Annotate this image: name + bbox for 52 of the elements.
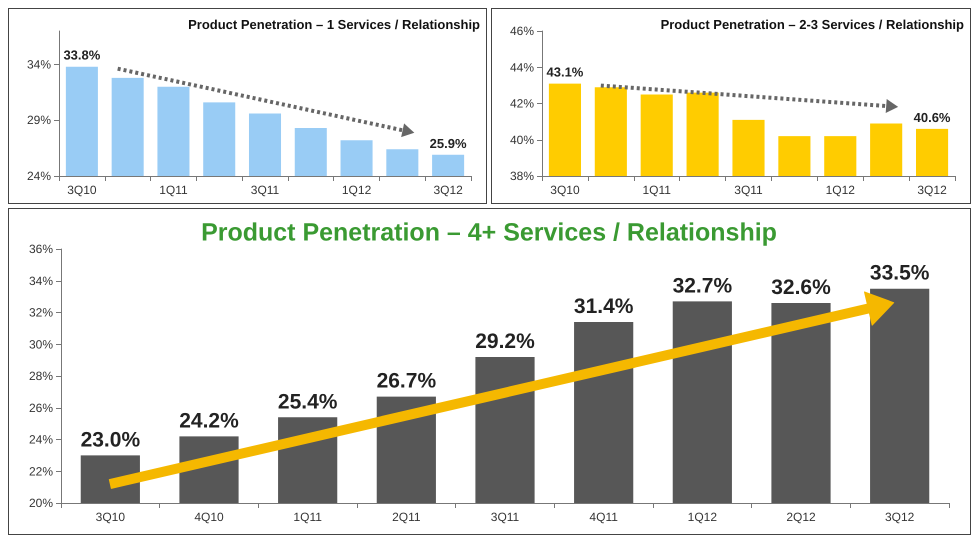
y-tick-label: 38% <box>510 169 534 183</box>
y-tick-label: 24% <box>26 169 52 183</box>
y-tick-label: 42% <box>510 96 534 110</box>
chart-title: Product Penetration – 2-3 Services / Relationship <box>660 17 964 32</box>
x-tick-label: 1Q12 <box>826 183 856 197</box>
x-tick-label: 3Q10 <box>67 183 97 197</box>
y-tick-label: 26% <box>28 400 54 415</box>
x-tick-label: 1Q12 <box>688 510 718 524</box>
x-tick-label: 2Q12 <box>786 510 816 524</box>
x-tick-label: 3Q11 <box>734 183 764 197</box>
x-tick-label: 1Q11 <box>293 510 322 524</box>
x-tick-label: 3Q12 <box>433 183 464 197</box>
data-label: 33.5% <box>870 262 930 285</box>
data-label: 32.7% <box>672 274 732 298</box>
data-label: 32.6% <box>771 276 832 299</box>
x-tick-label: 3Q12 <box>884 510 915 524</box>
data-label: 25.9% <box>430 136 467 151</box>
x-tick-label: 4Q11 <box>589 510 618 524</box>
y-tick-label: 32% <box>28 306 54 320</box>
data-label: 33.8% <box>63 48 101 63</box>
x-tick-label: 2Q11 <box>392 510 421 524</box>
x-tick-label: 3Q12 <box>917 183 948 197</box>
x-tick-label: 3Q10 <box>550 183 580 197</box>
data-label: 26.7% <box>376 370 436 393</box>
data-label: 31.4% <box>574 295 634 318</box>
chart-title: Product Penetration – 1 Services / Relationship <box>188 17 480 32</box>
y-tick-label: 44% <box>510 60 534 74</box>
y-tick-label: 34% <box>26 57 52 72</box>
data-label: 29.2% <box>475 330 536 353</box>
data-label: 24.2% <box>179 409 240 432</box>
y-tick-label: 22% <box>28 464 54 478</box>
chart-title: Product Penetration – 4+ Services / Relationship <box>201 218 777 246</box>
data-label: 43.1% <box>546 64 584 80</box>
y-tick-label: 40% <box>510 132 534 147</box>
y-tick-label: 46% <box>510 24 534 38</box>
y-tick-label: 30% <box>28 337 54 352</box>
y-tick-label: 20% <box>28 496 54 510</box>
y-tick-label: 28% <box>28 369 54 383</box>
x-tick-label: 4Q10 <box>194 510 224 524</box>
y-tick-label: 34% <box>28 274 54 288</box>
x-tick-label: 3Q11 <box>250 183 280 197</box>
x-tick-label: 1Q11 <box>642 183 672 197</box>
x-tick-label: 1Q11 <box>159 183 188 197</box>
y-tick-label: 36% <box>28 242 54 256</box>
x-tick-label: 3Q10 <box>96 510 126 524</box>
data-label: 40.6% <box>914 110 951 125</box>
data-label: 25.4% <box>278 390 338 414</box>
x-tick-label: 1Q12 <box>342 183 372 197</box>
y-tick-label: 29% <box>26 113 52 128</box>
x-tick-label: 3Q11 <box>490 510 520 524</box>
y-tick-label: 24% <box>28 432 54 446</box>
data-label: 23.0% <box>80 428 140 452</box>
